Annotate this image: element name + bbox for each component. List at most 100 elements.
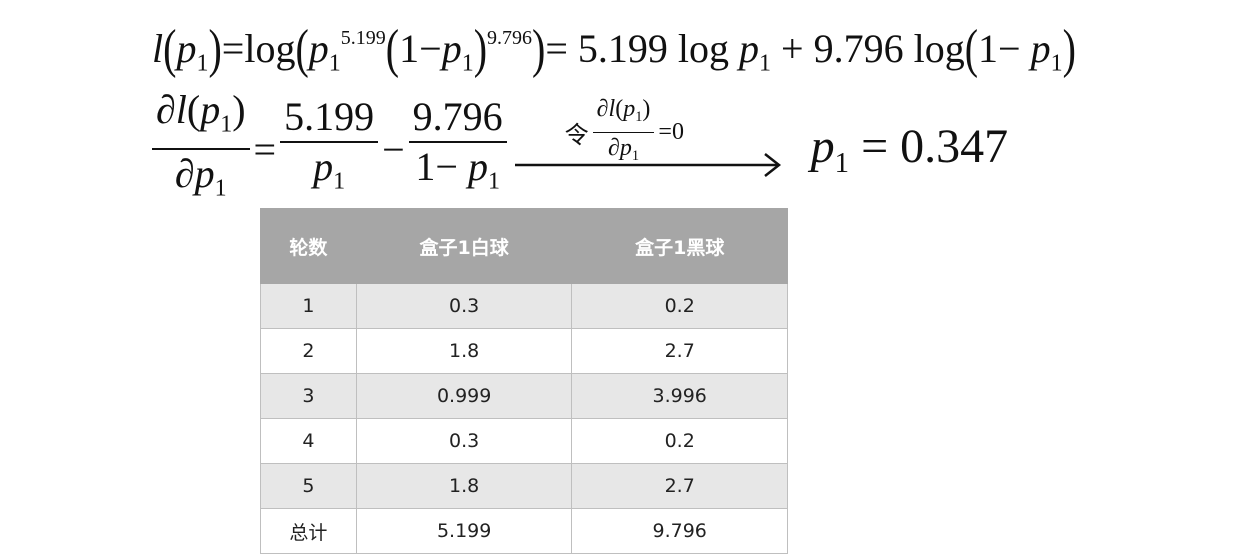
sym: p	[313, 144, 334, 190]
sym: (	[385, 17, 400, 79]
denominator: 1− p1	[411, 143, 504, 205]
sym: 令	[564, 123, 589, 150]
sym: 1	[635, 109, 643, 126]
sym: 1	[759, 50, 772, 77]
sym: ∂	[156, 87, 176, 132]
table-cell: 0.3	[355, 418, 573, 464]
sym: p	[200, 87, 221, 132]
table: 轮数 盒子1白球 盒子1黑球 1 0.3 0.2 2 1.8 2.7 3 0.999 3.996…	[260, 208, 788, 554]
sym: )	[208, 17, 222, 79]
sym: = 0.347	[849, 119, 1009, 173]
arrow	[514, 153, 781, 178]
table-cell: 4	[260, 418, 357, 464]
sym: p	[810, 119, 835, 173]
formula-likelihood: l(p1)=log(p15.199(1−p1)9.796)= 5.199 log…	[152, 6, 1076, 95]
sym: )	[642, 96, 651, 123]
sym: p	[308, 26, 329, 71]
header-row: 轮数 盒子1白球 盒子1黑球	[260, 208, 788, 284]
sym: =0	[658, 119, 684, 146]
sym: l	[175, 87, 187, 132]
sym: )	[532, 17, 546, 79]
sym: (	[186, 87, 201, 132]
page: l(p1)=log(p15.199(1−p1)9.796)= 5.199 log…	[148, 6, 1076, 554]
sym: 1	[631, 148, 640, 165]
fraction: 9.796 1− p1	[408, 93, 507, 205]
table-cell: 总计	[260, 508, 357, 554]
sym: 1	[487, 168, 500, 195]
sym: 1	[328, 50, 341, 77]
sym: ∂	[596, 96, 609, 123]
table-row: 5 1.8 2.7	[260, 463, 788, 509]
sym: 1−	[415, 144, 468, 190]
denominator: ∂p1	[171, 150, 231, 212]
table-row: 3 0.999 3.996	[260, 373, 788, 419]
sym: 1	[214, 175, 227, 202]
sym: p	[1030, 26, 1051, 71]
arrow-head	[763, 153, 781, 178]
numerator: 5.199	[280, 93, 379, 144]
sym: ∂	[174, 151, 195, 197]
sym: (	[615, 96, 624, 123]
sym: 1	[220, 111, 233, 138]
sym: =	[253, 126, 277, 172]
table-row: 4 0.3 0.2	[260, 418, 788, 464]
denominator: ∂p1	[604, 133, 643, 171]
sym: ∂	[608, 135, 620, 162]
sym: (	[295, 17, 309, 79]
header-cell: 盒子1白球	[355, 208, 573, 284]
sym: l	[152, 26, 164, 71]
sym: )	[473, 17, 488, 79]
sym: = 5.199 log	[545, 26, 740, 71]
sym: (	[163, 17, 177, 79]
sym: l	[608, 96, 616, 123]
sym: 1	[196, 50, 209, 77]
table-cell: 9.796	[571, 508, 788, 554]
sym: 1	[461, 50, 474, 77]
fraction: ∂l(p1) ∂p1	[152, 86, 250, 213]
table-cell: 2	[260, 328, 357, 374]
numerator: ∂l(p1)	[592, 94, 655, 134]
sym: −	[382, 126, 405, 172]
sym: p	[739, 26, 760, 71]
header-cell: 盒子1黑球	[571, 208, 788, 284]
table-row: 2 1.8 2.7	[260, 328, 788, 374]
table-cell: 0.999	[355, 373, 573, 419]
arrow-step: 令 ∂l(p1) ∂p1 =0	[514, 94, 785, 204]
sym: + 9.796 log	[771, 26, 965, 71]
table-cell: 0.2	[571, 283, 788, 329]
sym: log	[244, 26, 296, 71]
table-row: 总计 5.199 9.796	[260, 508, 788, 554]
sym: p	[176, 26, 197, 71]
sym: p	[619, 135, 632, 162]
sym: 1	[1050, 50, 1063, 77]
table-cell: 5	[260, 463, 357, 509]
table-row: 1 0.3 0.2	[260, 283, 788, 329]
sym: p	[467, 144, 488, 190]
sym: p	[441, 26, 462, 71]
sym: p	[194, 151, 215, 197]
numerator: ∂l(p1)	[152, 86, 250, 151]
arrow-label: 令 ∂l(p1) ∂p1 =0	[565, 94, 684, 171]
fraction: 5.199 p1	[280, 93, 379, 205]
sym: 9.796	[487, 27, 533, 49]
table-cell: 1.8	[355, 328, 573, 374]
sym: )	[1062, 17, 1076, 79]
table-cell: 2.7	[571, 328, 788, 374]
table-cell: 0.2	[571, 418, 788, 464]
table-body: 1 0.3 0.2 2 1.8 2.7 3 0.999 3.996 4 0.3 0.2 5 1.8 2.7 总…	[260, 283, 788, 554]
formula-derivative: ∂l(p1) ∂p1 = 5.199 p1 − 9.796 1− p1 令 ∂l…	[148, 86, 1008, 213]
sym: )	[232, 87, 246, 132]
sym: 1	[834, 146, 850, 179]
table-cell: 1	[260, 283, 357, 329]
fraction: ∂l(p1) ∂p1	[592, 94, 655, 171]
sym: 5.199	[340, 27, 386, 49]
numerator: 9.796	[408, 93, 507, 144]
table-cell: 5.199	[355, 508, 573, 554]
result: p1 = 0.347	[811, 119, 1008, 180]
sym: p	[623, 96, 636, 123]
table-cell: 1.8	[355, 463, 573, 509]
sym: (	[964, 17, 979, 79]
table-cell: 3.996	[571, 373, 788, 419]
table-cell: 2.7	[571, 463, 788, 509]
sym: =	[221, 26, 245, 71]
